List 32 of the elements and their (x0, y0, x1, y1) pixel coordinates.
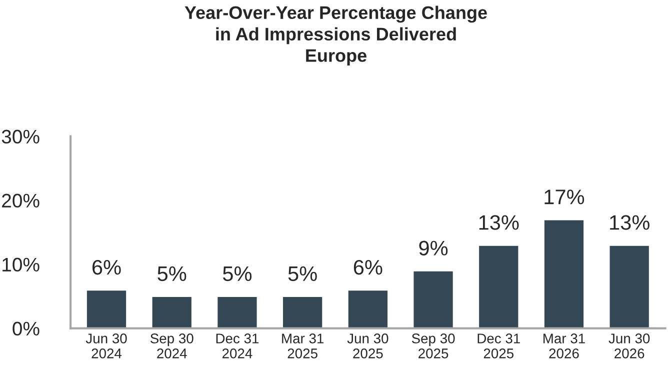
data-label: 6% (92, 260, 121, 275)
x-tick-label: Mar 31 2025 (282, 334, 324, 358)
x-tick-label: Jun 30 2026 (608, 334, 650, 358)
x-tick-label: Sep 30 2025 (412, 334, 455, 358)
data-label: 17% (544, 190, 584, 204)
bar (216, 296, 258, 328)
bar (346, 289, 389, 328)
bar (86, 289, 128, 328)
bar (608, 244, 650, 328)
data-label: 9% (419, 240, 448, 256)
x-tick-label: Mar 31 2026 (544, 334, 585, 358)
y-tick-label: 10% (2, 258, 40, 272)
data-label: 13% (610, 215, 650, 230)
bar (412, 270, 454, 328)
data-label: 5% (222, 266, 252, 282)
data-label: 13% (479, 215, 519, 230)
y-tick-label: 30% (2, 130, 40, 144)
x-tick-label: Dec 31 2024 (216, 334, 259, 358)
x-tick-label: Jun 30 2025 (347, 334, 388, 358)
y-tick-label: 20% (2, 194, 40, 208)
x-tick-label: Dec 31 2025 (478, 334, 520, 358)
x-tick-label: Jun 30 2024 (86, 334, 127, 358)
bar (543, 218, 585, 328)
bar (282, 296, 324, 328)
bar (478, 244, 520, 328)
chart-title: Year-Over-Year Percentage Change in Ad Impressions Delivered Europe (184, 6, 487, 66)
y-tick-label: 0% (12, 322, 40, 336)
data-label: 5% (288, 266, 317, 282)
bar (150, 296, 193, 328)
data-label: 5% (158, 266, 186, 282)
data-label: 6% (354, 260, 382, 275)
x-tick-label: Sep 30 2024 (150, 334, 194, 358)
